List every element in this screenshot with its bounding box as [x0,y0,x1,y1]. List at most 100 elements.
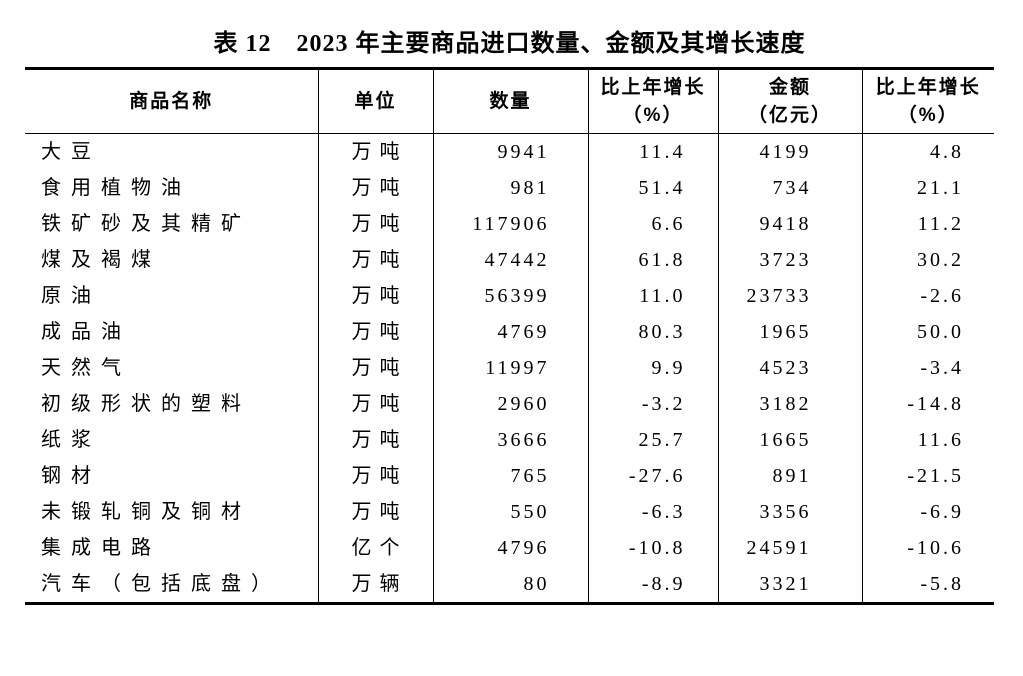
quantity-growth-cell: 51.4 [587,170,718,206]
document-page: 表 12 2023 年主要商品进口数量、金额及其增长速度 商品名称 单位 数量 [0,23,1023,676]
commodity-name-cell: 食用植物油 [41,177,191,199]
unit-cell: 万吨 [317,170,433,206]
quantity-growth-cell: -6.3 [587,494,718,530]
table-body: 大豆 万吨 9941 11.4 4199 4.8 食用植物油 万吨 981 51… [25,133,994,604]
amount-cell: 24591 [717,530,862,566]
commodity-name-cell: 未锻轧铜及铜材 [41,501,251,523]
quantity-growth-cell: 25.7 [587,422,718,458]
unit-cell: 万吨 [317,458,433,494]
quantity-growth-cell: 9.9 [587,350,718,386]
quantity-cell: 47442 [432,242,588,278]
amount-cell: 1965 [717,314,862,350]
col-header-quantity: 数量 [432,68,588,134]
commodity-name-cell: 纸浆 [41,429,101,451]
amount-cell: 3321 [717,566,862,604]
amount-cell: 891 [717,458,862,494]
amount-growth-cell: -2.6 [861,278,994,314]
unit-cell: 万吨 [317,242,433,278]
table-row: 煤及褐煤 万吨 47442 61.8 3723 30.2 [25,242,994,278]
table-row: 纸浆 万吨 3666 25.7 1665 11.6 [25,422,994,458]
amount-growth-cell: -6.9 [861,494,994,530]
quantity-growth-cell: 80.3 [587,314,718,350]
amount-cell: 4199 [717,133,862,170]
unit-cell: 万吨 [317,422,433,458]
amount-growth-cell: 11.2 [861,206,994,242]
unit-cell: 万吨 [317,386,433,422]
amount-growth-cell: 30.2 [861,242,994,278]
commodity-name-cell: 铁矿砂及其精矿 [41,213,251,235]
table-title: 表 12 2023 年主要商品进口数量、金额及其增长速度 [213,31,806,57]
commodity-name-cell: 大豆 [41,141,101,163]
amount-cell: 3723 [717,242,862,278]
col-header-amount-growth: 比上年增长 （%） [861,68,994,134]
unit-cell: 万吨 [317,350,433,386]
header-label: 单位 [354,90,397,112]
unit-cell: 万吨 [317,133,433,170]
quantity-growth-cell: -8.9 [587,566,718,604]
quantity-growth-cell: 11.4 [587,133,718,170]
unit-cell: 万吨 [317,494,433,530]
amount-cell: 4523 [717,350,862,386]
unit-cell: 万吨 [317,278,433,314]
table-row: 成品油 万吨 4769 80.3 1965 50.0 [25,314,994,350]
quantity-growth-cell: 6.6 [587,206,718,242]
amount-growth-cell: -10.6 [861,530,994,566]
table-row: 天然气 万吨 11997 9.9 4523 -3.4 [25,350,994,386]
table-row: 未锻轧铜及铜材 万吨 550 -6.3 3356 -6.9 [25,494,994,530]
unit-cell: 万辆 [317,566,433,604]
quantity-growth-cell: 61.8 [587,242,718,278]
quantity-growth-cell: -3.2 [587,386,718,422]
quantity-cell: 117906 [432,206,588,242]
table-row: 食用植物油 万吨 981 51.4 734 21.1 [25,170,994,206]
commodity-name-cell: 汽车（包括底盘） [41,573,281,595]
commodity-name-cell: 成品油 [41,321,131,343]
amount-cell: 1665 [717,422,862,458]
quantity-cell: 11997 [432,350,588,386]
col-header-commodity: 商品名称 [25,69,318,134]
quantity-growth-cell: 11.0 [587,278,718,314]
header-sub-label: （亿元） [747,104,832,126]
unit-cell: 亿个 [317,530,433,566]
table-row: 汽车（包括底盘） 万辆 80 -8.9 3321 -5.8 [25,566,994,604]
quantity-cell: 550 [432,494,588,530]
amount-growth-cell: 21.1 [861,170,994,206]
header-row: 商品名称 单位 数量 比上年增长 （%） 金额 （亿元） 比上年增长 [25,68,994,134]
commodity-name-cell: 天然气 [41,357,131,379]
header-label: 数量 [489,90,532,112]
amount-cell: 734 [717,170,862,206]
quantity-growth-cell: -27.6 [587,458,718,494]
amount-growth-cell: -5.8 [861,566,994,604]
commodity-name-cell: 初级形状的塑料 [41,393,251,415]
table-row: 初级形状的塑料 万吨 2960 -3.2 3182 -14.8 [25,386,994,422]
header-sub-label: （%） [897,104,959,126]
header-sub-label: （%） [622,104,684,126]
commodity-name-cell: 集成电路 [41,537,161,559]
quantity-growth-cell: -10.8 [587,530,718,566]
commodity-name-cell: 原油 [41,285,101,307]
quantity-cell: 80 [432,566,588,604]
quantity-cell: 4769 [432,314,588,350]
amount-growth-cell: 50.0 [861,314,994,350]
amount-cell: 3356 [717,494,862,530]
unit-cell: 万吨 [317,206,433,242]
amount-growth-cell: -21.5 [861,458,994,494]
table-row: 原油 万吨 56399 11.0 23733 -2.6 [25,278,994,314]
amount-cell: 9418 [717,206,862,242]
commodity-name-cell: 钢材 [41,465,101,487]
header-label: 比上年增长 [600,76,706,98]
amount-growth-cell: 11.6 [861,422,994,458]
table-row: 钢材 万吨 765 -27.6 891 -21.5 [25,458,994,494]
unit-cell: 万吨 [317,314,433,350]
table-row: 铁矿砂及其精矿 万吨 117906 6.6 9418 11.2 [25,206,994,242]
quantity-cell: 9941 [432,133,588,170]
table-row: 集成电路 亿个 4796 -10.8 24591 -10.6 [25,530,994,566]
header-label: 比上年增长 [875,76,981,98]
quantity-cell: 56399 [432,278,588,314]
amount-cell: 23733 [717,278,862,314]
header-label: 商品名称 [129,90,214,112]
col-header-unit: 单位 [317,68,433,134]
quantity-cell: 981 [432,170,588,206]
header-label: 金额 [768,76,811,98]
amount-cell: 3182 [717,386,862,422]
amount-growth-cell: -3.4 [861,350,994,386]
